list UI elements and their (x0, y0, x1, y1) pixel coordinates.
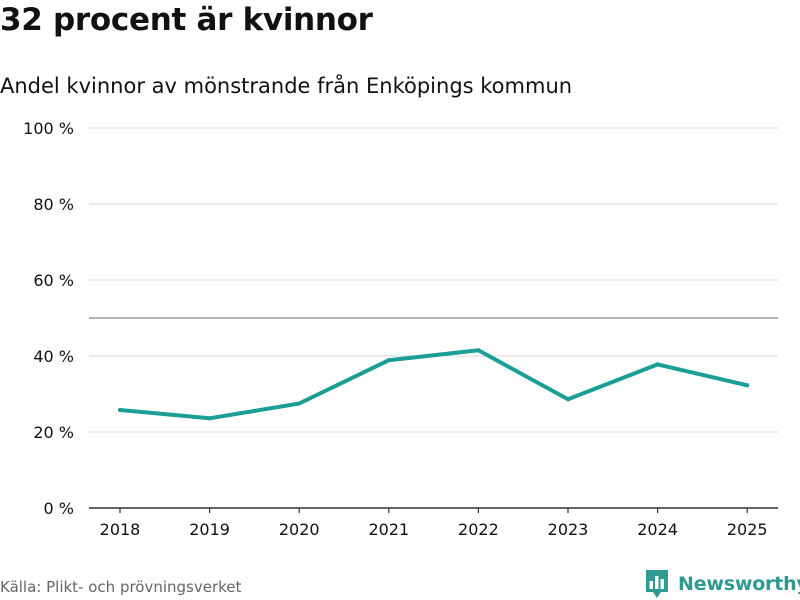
data-point (386, 358, 391, 363)
data-point (476, 348, 481, 353)
data-point (566, 397, 570, 402)
y-axis: 0 % 20 % 40 % 60 % 80 % 100 % (23, 119, 74, 518)
x-tick-label: 2021 (368, 520, 409, 539)
data-point (745, 383, 750, 388)
grid-layer (89, 127, 778, 433)
series-layer (118, 348, 750, 421)
x-axis: 2018 2019 2020 2021 2022 2023 2024 2025 (89, 507, 778, 539)
data-point (655, 362, 660, 367)
brand-name: Newsworthy (678, 573, 800, 595)
y-tick-label: 40 % (33, 347, 74, 366)
y-tick-label: 100 % (23, 119, 74, 138)
x-tick-label: 2018 (100, 520, 141, 539)
y-tick-label: 80 % (33, 195, 74, 214)
source-note: Källa: Plikt- och prövningsverket (0, 578, 242, 596)
x-tick-label: 2025 (727, 520, 768, 539)
x-tick-label: 2020 (279, 520, 320, 539)
chart-subtitle: Andel kvinnor av mönstrande från Enköpin… (0, 74, 573, 98)
x-tick-label: 2024 (637, 520, 678, 539)
line-chart: 0 % 20 % 40 % 60 % 80 % 100 % 2018 2019 2020 202… (23, 119, 778, 539)
x-tick-label: 2022 (458, 520, 499, 539)
data-point (207, 416, 212, 421)
y-tick-label: 60 % (33, 271, 74, 290)
bar-chart-speech-icon (646, 570, 668, 598)
x-tick-label: 2019 (189, 520, 230, 539)
y-tick-label: 0 % (44, 499, 74, 518)
chart-title: 32 procent är kvinnor (0, 2, 373, 38)
data-point (118, 407, 122, 412)
brand-logo: Newsworthy (644, 568, 800, 600)
x-tick-label: 2023 (548, 520, 589, 539)
y-tick-label: 20 % (33, 423, 74, 442)
data-point (297, 401, 302, 406)
series-line (118, 348, 750, 421)
